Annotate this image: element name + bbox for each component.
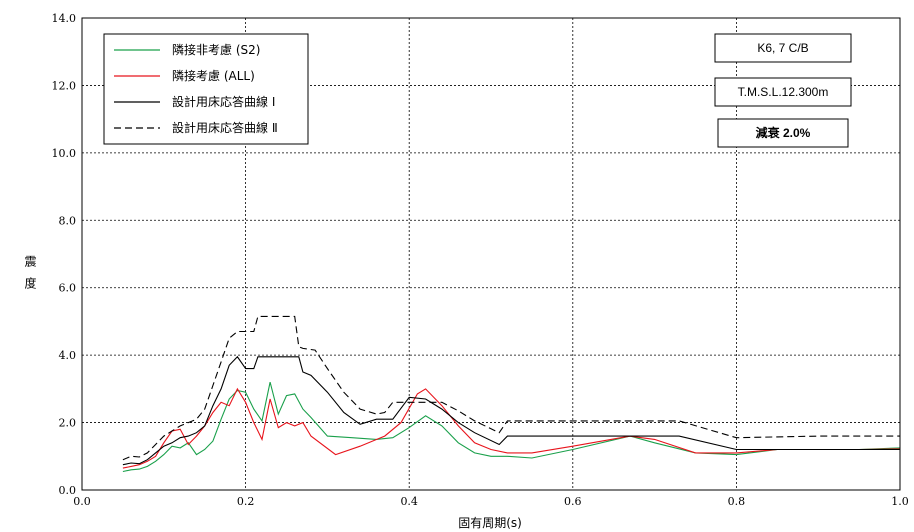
y-tick-label: 6.0 — [59, 282, 77, 295]
y-tick-label: 0.0 — [59, 484, 77, 497]
legend-entry: 隣接非考慮 (S2) — [172, 42, 260, 57]
series-line-2 — [122, 387, 901, 469]
x-tick-label: 1.0 — [891, 495, 909, 508]
series-layer — [122, 315, 901, 473]
x-tick-label: 0.2 — [237, 495, 255, 508]
y-tick-label: 8.0 — [59, 214, 77, 227]
x-axis-label: 固有周期(s) — [458, 516, 522, 530]
info-box — [717, 118, 849, 148]
info-box-text: T.M.S.L.12.300m — [738, 85, 829, 99]
info-box-text: 減衰 2.0% — [756, 125, 811, 140]
legend-entry: 設計用床応答曲線 Ⅰ — [172, 94, 275, 109]
info-box — [714, 33, 852, 63]
y-tick-label: 12.0 — [52, 79, 77, 92]
tick-labels: 0.0 0.2 0.4 0.6 0.8 1.0 0.0 2.0 4.0 6.0 8.0 10.0 12.… — [52, 12, 909, 508]
y-tick-label: 10.0 — [52, 147, 77, 160]
info-box-text: K6, 7 C/B — [757, 41, 808, 55]
plot-frame — [81, 17, 901, 491]
y-tick-label: 14.0 — [52, 12, 77, 25]
x-tick-label: 0.6 — [564, 495, 582, 508]
legend: 隣接非考慮 (S2) 隣接考慮 (ALL) 設計用床応答曲線 Ⅰ 設計用床応答曲線 Ⅱ — [103, 33, 309, 145]
info-boxes: K6, 7 C/B T.M.S.L.12.300m 減衰 2.0% — [714, 33, 852, 148]
y-tick-label: 2.0 — [59, 417, 77, 430]
info-box — [714, 77, 852, 107]
x-tick-label: 0.8 — [728, 495, 746, 508]
x-tick-label: 0.4 — [400, 495, 418, 508]
legend-box — [103, 33, 309, 145]
y-axis-label: 震度 — [23, 255, 37, 299]
legend-entry: 隣接考慮 (ALL) — [172, 68, 255, 83]
x-tick-label: 0.0 — [73, 495, 91, 508]
series-line-1 — [122, 381, 901, 473]
series-line-4 — [122, 315, 900, 461]
legend-entry: 設計用床応答曲線 Ⅱ — [172, 120, 278, 135]
series-line-3 — [122, 355, 900, 466]
y-tick-label: 4.0 — [59, 349, 77, 362]
